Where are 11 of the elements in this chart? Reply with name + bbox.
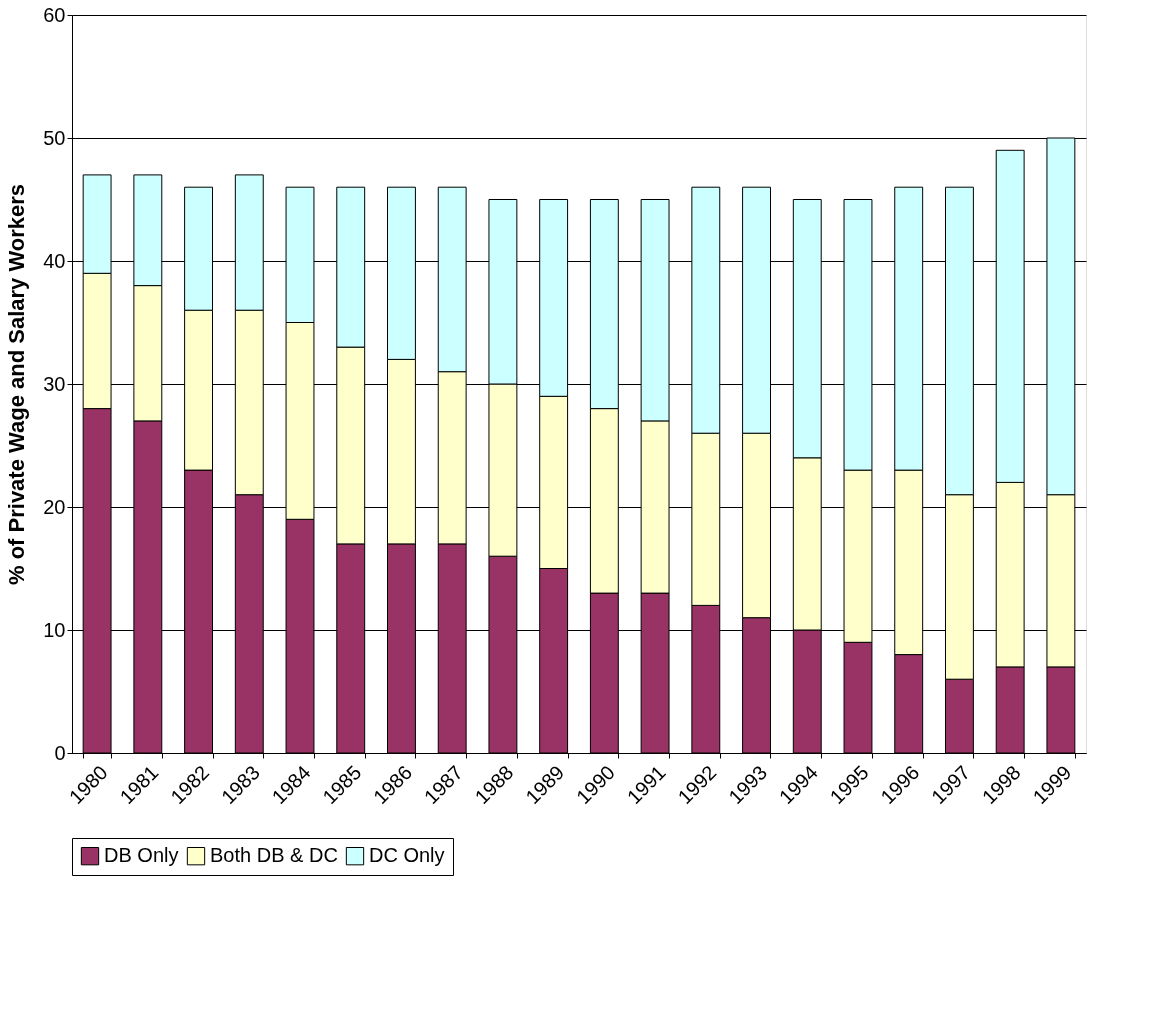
legend-label: DC Only: [369, 844, 445, 867]
y-tick-label: 40: [43, 249, 66, 272]
y-tick-label: 30: [43, 372, 66, 395]
legend-label: DB Only: [104, 844, 179, 867]
y-axis-title: % of Private Wage and Salary Workers: [4, 183, 30, 586]
y-tick-label: 50: [43, 126, 66, 149]
legend-label: Both DB & DC: [210, 844, 338, 867]
y-tick-label: 10: [43, 618, 66, 641]
y-tick-label: 60: [43, 3, 66, 26]
y-tick-label: 20: [43, 495, 66, 518]
y-tick-label: 0: [54, 741, 66, 764]
